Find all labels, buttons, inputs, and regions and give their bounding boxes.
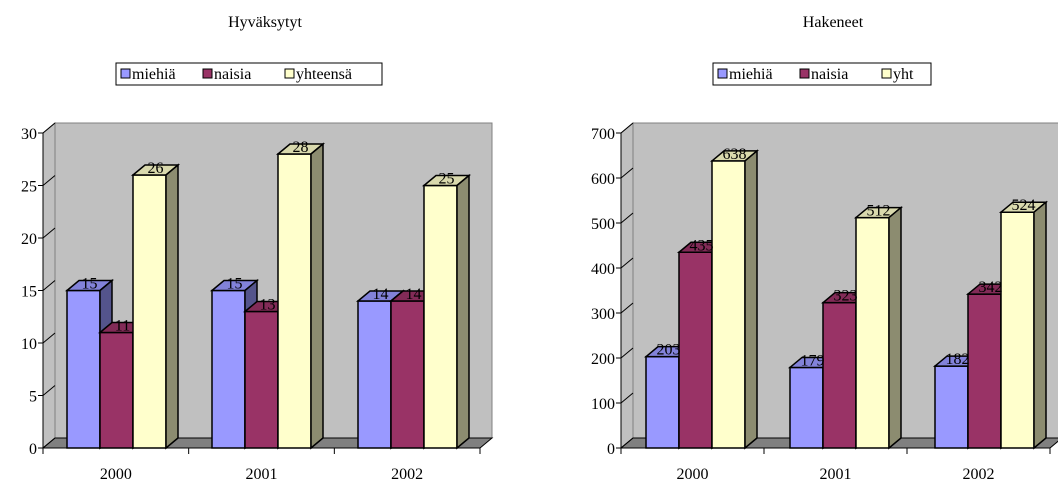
left-y-tick-diag-2 <box>42 332 56 344</box>
right-bar-front-0-1 <box>789 366 824 449</box>
right-data-label-1-1: 323 <box>834 288 858 305</box>
left-bar-side-2-2 <box>456 173 470 450</box>
right-x-tick-label-1: 2001 <box>820 466 852 482</box>
right-data-label-0-0: 203 <box>657 342 681 359</box>
left-data-label-0-0: 15 <box>82 276 98 293</box>
right-y-tick-label-3: 300 <box>591 306 615 323</box>
left-y-tick-diag-6 <box>42 122 56 134</box>
left-data-label-1-2: 14 <box>406 286 422 303</box>
right-y-tick-diag-1 <box>620 392 634 404</box>
right-bar-front-1-1 <box>822 301 857 449</box>
left-data-label-1-1: 13 <box>260 297 276 314</box>
left-bar-front-2-2 <box>423 184 458 449</box>
right-x-tick-label-0: 2000 <box>677 466 709 482</box>
left-bar-front-1-2 <box>390 300 425 449</box>
left-bar-front-0-0 <box>66 289 101 449</box>
left-chart-title: Hyväksytyt <box>228 14 302 31</box>
chart-hyvaksytyt-svg: Hyväksytyt miehiä naisia yhteensä 0 5 10 15 20 25… <box>21 14 494 483</box>
left-legend-label-0: miehiä <box>132 66 176 83</box>
right-bar-front-1-2 <box>967 293 1002 449</box>
left-legend-swatch-1 <box>202 68 213 79</box>
right-data-label-2-0: 638 <box>723 146 747 163</box>
right-y-tick-label-6: 600 <box>591 171 615 188</box>
right-data-label-0-2: 182 <box>946 351 970 368</box>
right-bar-front-2-2 <box>1000 211 1035 449</box>
right-y-tick-diag-2 <box>620 347 634 359</box>
right-y-tick-label-0: 0 <box>607 441 615 458</box>
right-bar-front-0-2 <box>934 365 969 449</box>
right-x-tick-label-2: 2002 <box>963 466 995 482</box>
right-legend-label-2: yht <box>893 66 914 83</box>
left-x-tick-label-1: 2001 <box>246 466 278 482</box>
right-y-tick-diag-0 <box>620 437 634 449</box>
right-legend-label-0: miehiä <box>729 66 773 83</box>
right-data-label-1-0: 435 <box>690 237 714 254</box>
left-y-tick-label-0: 0 <box>29 441 37 458</box>
left-y-tick-label-2: 10 <box>21 336 37 353</box>
left-legend-label-2: yhteensä <box>296 66 352 83</box>
left-x-tick-label-0: 2000 <box>100 466 132 482</box>
left-y-tick-label-1: 5 <box>29 389 37 406</box>
right-bar-side-2-0 <box>744 149 758 450</box>
left-y-tick-label-5: 25 <box>21 179 37 196</box>
right-y-tick-diag-6 <box>620 167 634 179</box>
right-bar-side-2-1 <box>888 205 902 450</box>
right-y-tick-label-7: 700 <box>591 126 615 143</box>
right-y-tick-label-2: 200 <box>591 351 615 368</box>
left-bar-front-1-0 <box>99 331 134 449</box>
left-y-tick-diag-0 <box>42 437 56 449</box>
right-legend-label-1: naisia <box>811 66 848 83</box>
left-bar-front-1-1 <box>244 310 279 449</box>
left-bar-front-2-1 <box>277 153 312 449</box>
left-data-label-2-0: 26 <box>148 160 164 177</box>
left-y-tick-diag-3 <box>42 280 56 291</box>
right-chart-title: Hakeneet <box>803 14 864 31</box>
left-bar-front-0-2 <box>357 300 392 449</box>
left-data-label-2-1: 28 <box>293 139 309 156</box>
right-bar-front-0-0 <box>645 355 680 449</box>
left-x-tick-label-2: 2002 <box>391 466 423 482</box>
left-y-tick-label-4: 20 <box>21 231 37 248</box>
left-y-tick-label-6: 30 <box>21 126 37 143</box>
left-y-tick-diag-4 <box>42 227 56 239</box>
left-bar-front-2-0 <box>132 174 167 449</box>
chart-hakeneet: Hakeneet miehiä naisia yht 0 100 200 300 400 500 6… <box>530 0 1058 483</box>
left-data-label-0-1: 15 <box>227 276 243 293</box>
left-data-label-0-2: 14 <box>373 286 389 303</box>
left-legend-label-1: naisia <box>214 66 251 83</box>
right-y-tick-label-5: 500 <box>591 216 615 233</box>
right-bar-front-1-0 <box>678 251 713 449</box>
right-data-label-2-1: 512 <box>867 203 891 220</box>
right-plot-side-wall <box>620 121 634 450</box>
right-bar-front-2-0 <box>711 160 746 449</box>
left-y-tick-label-3: 15 <box>21 284 37 301</box>
right-y-tick-label-1: 100 <box>591 396 615 413</box>
left-y-tick-diag-1 <box>42 385 56 396</box>
left-bar-side-2-0 <box>165 163 179 450</box>
right-legend-swatch-2 <box>881 68 892 79</box>
left-bar-front-0-1 <box>211 289 246 449</box>
right-y-tick-diag-7 <box>620 122 634 134</box>
left-legend-box <box>115 62 383 86</box>
right-legend-swatch-0 <box>717 68 728 79</box>
right-y-tick-diag-5 <box>620 212 634 224</box>
left-data-label-2-2: 25 <box>439 171 455 188</box>
left-data-label-1-0: 11 <box>115 318 130 335</box>
right-y-tick-diag-3 <box>620 302 634 314</box>
left-bar-side-2-1 <box>310 142 324 450</box>
left-legend-swatch-0 <box>120 68 131 79</box>
right-legend-box <box>712 62 932 86</box>
chart-hakeneet-svg: Hakeneet miehiä naisia yht 0 100 200 300 400 500 6… <box>591 14 1058 483</box>
right-data-label-2-2: 524 <box>1012 197 1036 214</box>
left-y-tick-diag-5 <box>42 175 56 186</box>
right-y-tick-label-4: 400 <box>591 261 615 278</box>
right-bar-side-2-2 <box>1033 200 1047 450</box>
left-legend-swatch-2 <box>284 68 295 79</box>
right-data-label-0-1: 179 <box>801 352 825 369</box>
right-legend-swatch-1 <box>799 68 810 79</box>
right-data-label-1-2: 342 <box>979 279 1003 296</box>
right-bar-front-2-1 <box>855 216 890 449</box>
right-y-tick-diag-4 <box>620 257 634 269</box>
chart-hyvaksytyt: Hyväksytyt miehiä naisia yhteensä 0 5 10 15 20 25… <box>0 0 530 483</box>
